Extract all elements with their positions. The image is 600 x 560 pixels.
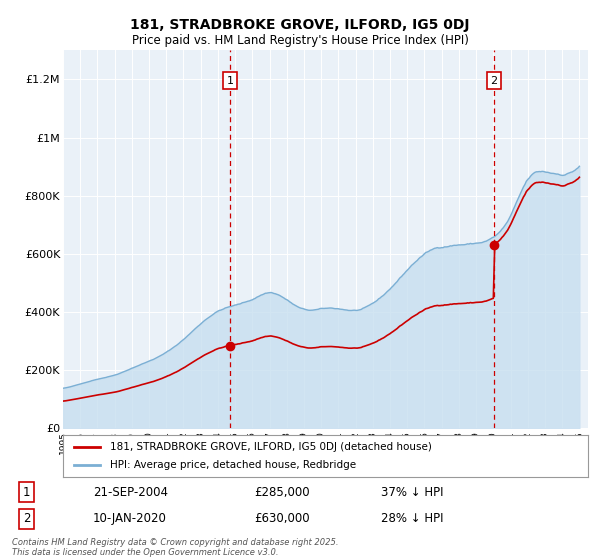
Text: Contains HM Land Registry data © Crown copyright and database right 2025.
This d: Contains HM Land Registry data © Crown c… bbox=[12, 538, 338, 557]
Text: HPI: Average price, detached house, Redbridge: HPI: Average price, detached house, Redb… bbox=[110, 460, 356, 470]
Text: 2: 2 bbox=[490, 76, 497, 86]
Text: 37% ↓ HPI: 37% ↓ HPI bbox=[380, 486, 443, 498]
Text: 2: 2 bbox=[23, 512, 30, 525]
Text: 181, STRADBROKE GROVE, ILFORD, IG5 0DJ (detached house): 181, STRADBROKE GROVE, ILFORD, IG5 0DJ (… bbox=[110, 442, 432, 452]
Text: 1: 1 bbox=[23, 486, 30, 498]
Text: £630,000: £630,000 bbox=[254, 512, 310, 525]
Text: 181, STRADBROKE GROVE, ILFORD, IG5 0DJ: 181, STRADBROKE GROVE, ILFORD, IG5 0DJ bbox=[130, 18, 470, 32]
Text: 1: 1 bbox=[227, 76, 234, 86]
Text: 28% ↓ HPI: 28% ↓ HPI bbox=[380, 512, 443, 525]
Text: Price paid vs. HM Land Registry's House Price Index (HPI): Price paid vs. HM Land Registry's House … bbox=[131, 34, 469, 47]
Text: 10-JAN-2020: 10-JAN-2020 bbox=[92, 512, 167, 525]
Text: £285,000: £285,000 bbox=[254, 486, 310, 498]
Text: 21-SEP-2004: 21-SEP-2004 bbox=[92, 486, 167, 498]
